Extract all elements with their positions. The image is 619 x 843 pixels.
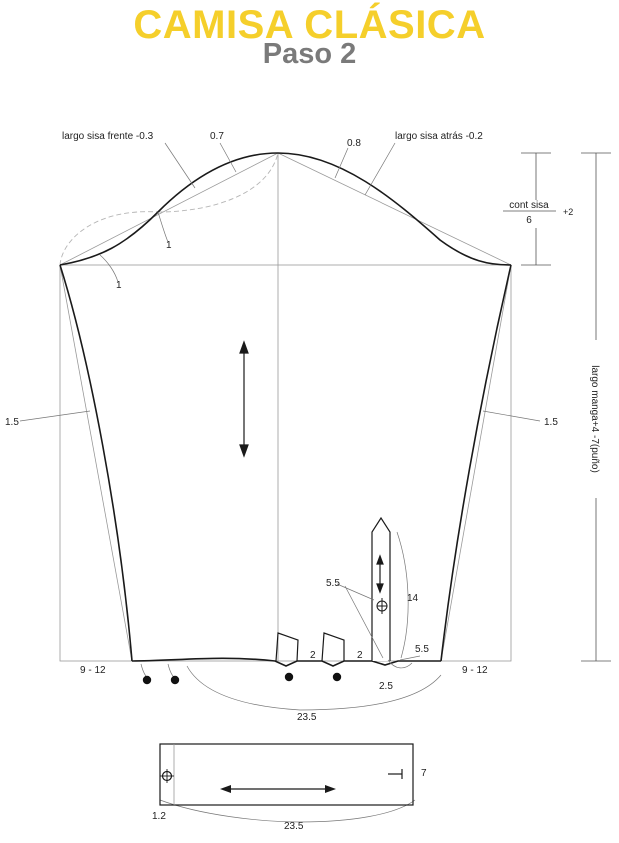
dashed-arc-left (59, 211, 159, 266)
label-cuff-1-2: 1.2 (152, 811, 166, 822)
guide-lines (59, 152, 512, 662)
leader-0-8 (334, 147, 349, 179)
label-left-1-5: 1.5 (5, 417, 19, 428)
leader-sisa-frente (164, 142, 196, 189)
front-underarm-seam (59, 264, 133, 662)
back-underarm-guide (440, 264, 512, 662)
notch-dots (142, 672, 342, 685)
leader-2-5 (387, 659, 413, 669)
label-largo-manga: largo manga+4 -7(puño) (589, 365, 600, 473)
dimension-lines (503, 152, 611, 662)
grain-arrow-up (239, 340, 249, 354)
leader-5-5-a (336, 583, 375, 601)
sleeve-cap-curve (59, 152, 512, 266)
grain-arrow-down (239, 444, 249, 458)
cuff-arrow-right (325, 785, 336, 793)
leader-0-7 (219, 142, 237, 173)
tick-hem-2 (167, 663, 176, 679)
label-2-left: 2 (310, 650, 316, 661)
page-subtitle: Paso 2 (262, 38, 357, 70)
button-mark-placket (376, 598, 388, 614)
label-5-5-placket: 5.5 (326, 578, 340, 589)
label-plus2: +2 (563, 207, 573, 217)
sleeve-frame (59, 264, 512, 662)
label-cont-sisa: cont sisa (509, 200, 549, 211)
label-hem-left: 9 - 12 (80, 665, 106, 676)
pleats (275, 632, 345, 662)
label-0-7: 0.7 (210, 131, 224, 142)
cuff-arc-23-5 (159, 799, 416, 823)
cuff-arrows (220, 785, 336, 793)
label-23-5: 23.5 (297, 712, 317, 723)
leader-right-1-5 (482, 410, 541, 422)
front-sisa-diagonal (59, 152, 279, 266)
dot-4 (332, 672, 342, 682)
cuff (159, 743, 414, 806)
grain-arrow-placket-up (376, 554, 384, 565)
pleat-left (275, 632, 299, 662)
dashed-arc-mid (157, 152, 279, 213)
arc-23-5 (186, 665, 442, 711)
back-sisa-diagonal (277, 152, 512, 266)
label-14: 14 (407, 593, 419, 604)
label-cuff-23-5: 23.5 (284, 821, 304, 832)
label-1-upper: 1 (166, 240, 172, 251)
label-1-lower: 1 (116, 280, 122, 291)
label-largo-sisa-atras: largo sisa atrás -0.2 (395, 131, 483, 142)
front-underarm-guide (59, 264, 133, 662)
leader-1-lower (99, 254, 119, 283)
label-5-5-right: 5.5 (415, 644, 429, 655)
label-cuff-7: 7 (421, 768, 427, 779)
leader-5-5-right (399, 655, 421, 661)
hem-curve (131, 657, 441, 667)
cuff-arrow-left (220, 785, 231, 793)
dot-3 (284, 672, 294, 682)
dot-2 (170, 675, 180, 685)
label-right-1-5: 1.5 (544, 417, 558, 428)
leader-1-upper (157, 211, 169, 243)
label-2-right: 2 (357, 650, 363, 661)
dashed-construction (59, 152, 279, 266)
label-0-8: 0.8 (347, 138, 361, 149)
leader-left-1-5 (19, 410, 91, 422)
placket-length-curve (396, 531, 409, 659)
leader-lines (19, 142, 541, 823)
grain-arrows (239, 340, 384, 594)
dot-1 (142, 675, 152, 685)
leader-5-5-b (344, 585, 384, 659)
page-title: CAMISA CLÁSICA (133, 3, 486, 47)
label-2-5: 2.5 (379, 681, 393, 692)
back-underarm-seam (440, 264, 512, 662)
grain-arrow-placket-down (376, 583, 384, 594)
leader-sisa-atras (364, 142, 396, 196)
cuff-outline (159, 743, 414, 806)
label-hem-right: 9 - 12 (462, 665, 488, 676)
pleat-right (321, 632, 345, 662)
label-largo-sisa-frente: largo sisa frente -0.3 (62, 131, 154, 142)
label-six: 6 (526, 215, 532, 226)
sleeve-outline (59, 152, 512, 667)
